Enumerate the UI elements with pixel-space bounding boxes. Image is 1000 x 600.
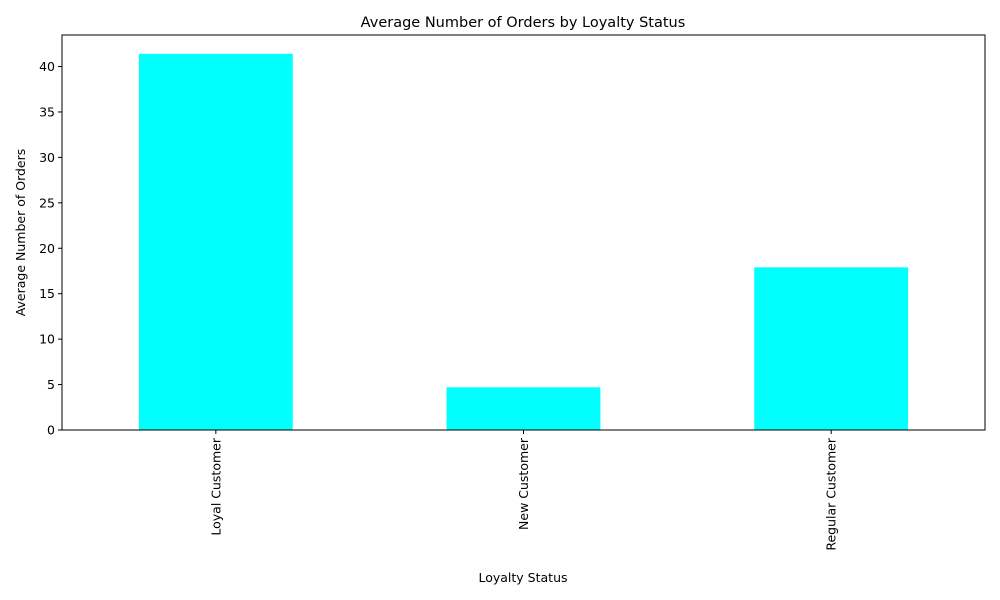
- y-tick-label: 10: [39, 332, 55, 347]
- x-tick-label: New Customer: [516, 437, 531, 530]
- x-tick-label: Regular Customer: [824, 437, 839, 550]
- y-axis-label: Average Number of Orders: [13, 149, 28, 317]
- y-tick-label: 30: [39, 150, 55, 165]
- y-tick-label: 20: [39, 241, 55, 256]
- y-axis: 0 5 10 15 20 25 30 35 40: [39, 59, 62, 438]
- y-tick-label: 15: [39, 286, 55, 301]
- bar-loyal-customer: [138, 53, 293, 431]
- bar-regular-customer: [754, 267, 909, 430]
- chart-title: Average Number of Orders by Loyalty Stat…: [361, 15, 686, 31]
- y-tick-label: 25: [39, 195, 55, 210]
- y-tick-label: 0: [47, 423, 55, 438]
- x-tick-label: Loyal Customer: [208, 437, 223, 535]
- y-tick-label: 35: [39, 104, 55, 119]
- y-tick-label: 5: [47, 377, 55, 392]
- plot-frame: [61, 34, 986, 431]
- x-axis: Loyal Customer New Customer Regular Custom…: [208, 430, 839, 551]
- bars-group: [138, 53, 909, 431]
- y-tick-label: 40: [39, 59, 55, 74]
- bar-new-customer: [446, 387, 601, 430]
- x-axis-label: Loyalty Status: [478, 570, 567, 585]
